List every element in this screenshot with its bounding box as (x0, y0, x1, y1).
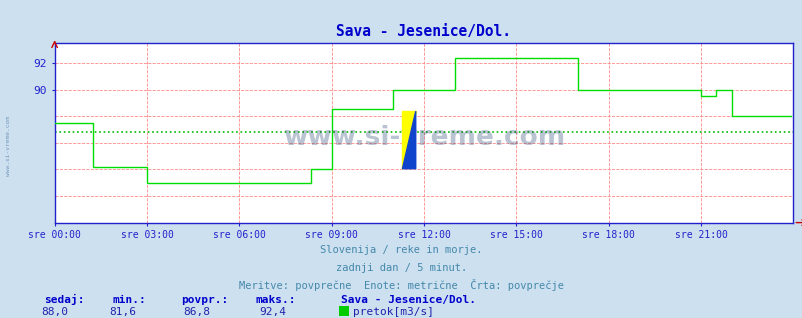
Text: Slovenija / reke in morje.: Slovenija / reke in morje. (320, 245, 482, 255)
Polygon shape (402, 111, 415, 169)
Text: sedaj:: sedaj: (44, 294, 84, 305)
Text: www.si-vreme.com: www.si-vreme.com (6, 116, 10, 176)
Title: Sava - Jesenice/Dol.: Sava - Jesenice/Dol. (336, 24, 511, 39)
Text: povpr.:: povpr.: (180, 295, 228, 305)
Text: Sava - Jesenice/Dol.: Sava - Jesenice/Dol. (341, 295, 476, 305)
Text: 92,4: 92,4 (259, 308, 286, 317)
Text: Meritve: povprečne  Enote: metrične  Črta: povprečje: Meritve: povprečne Enote: metrične Črta:… (239, 279, 563, 291)
Text: 86,8: 86,8 (183, 308, 210, 317)
Polygon shape (402, 111, 415, 169)
Text: 88,0: 88,0 (41, 308, 68, 317)
Text: zadnji dan / 5 minut.: zadnji dan / 5 minut. (335, 263, 467, 273)
Text: 81,6: 81,6 (109, 308, 136, 317)
Text: min.:: min.: (112, 295, 146, 305)
Text: pretok[m3/s]: pretok[m3/s] (353, 308, 434, 317)
Text: www.si-vreme.com: www.si-vreme.com (282, 125, 565, 151)
Text: maks.:: maks.: (255, 295, 295, 305)
